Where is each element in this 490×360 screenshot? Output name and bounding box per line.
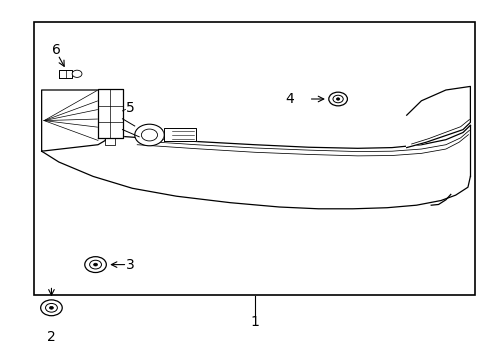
Text: 2: 2 — [47, 330, 56, 343]
Circle shape — [94, 263, 98, 266]
Text: 1: 1 — [250, 315, 259, 329]
Circle shape — [141, 129, 158, 141]
Circle shape — [85, 257, 106, 273]
Text: 3: 3 — [126, 258, 135, 271]
Circle shape — [72, 70, 82, 77]
Polygon shape — [407, 86, 470, 148]
Text: 4: 4 — [285, 92, 294, 106]
Circle shape — [329, 92, 347, 106]
Circle shape — [41, 300, 62, 316]
Polygon shape — [98, 89, 122, 138]
Polygon shape — [164, 128, 196, 141]
Polygon shape — [42, 125, 470, 209]
Circle shape — [90, 260, 101, 269]
Circle shape — [46, 303, 57, 312]
Polygon shape — [59, 70, 72, 78]
Bar — [34, 22, 475, 295]
Polygon shape — [42, 90, 105, 151]
Text: 5: 5 — [126, 101, 135, 115]
Circle shape — [135, 124, 164, 146]
Circle shape — [333, 95, 343, 103]
Circle shape — [337, 98, 340, 100]
Text: 6: 6 — [52, 44, 61, 57]
Circle shape — [49, 306, 53, 309]
